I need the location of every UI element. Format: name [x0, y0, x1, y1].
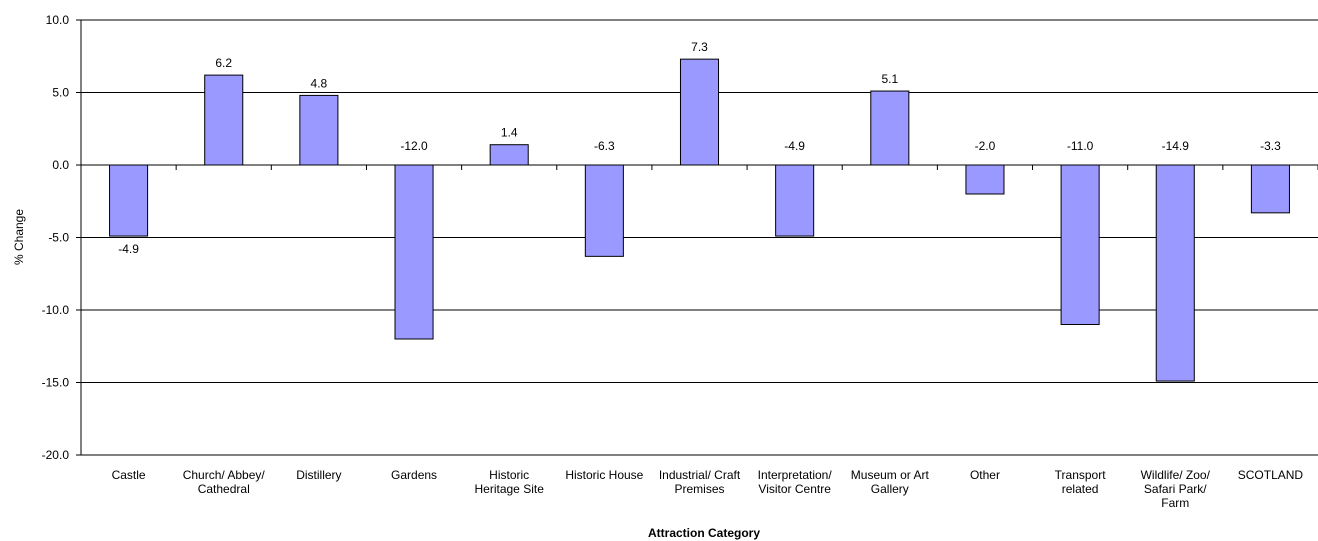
- category-label-line: Gallery: [871, 482, 909, 496]
- category-label: Historic Heritage Site: [475, 468, 545, 496]
- category-label-line: Church/ Abbey/: [183, 468, 266, 482]
- bar: [776, 165, 814, 236]
- x-category-labels: Castle Church/ Abbey/Cathedral Distillery G…: [112, 468, 1304, 510]
- category-label: Other: [970, 468, 1000, 482]
- bar: [300, 95, 338, 165]
- bar: [871, 91, 909, 165]
- category-label: Gardens: [391, 468, 437, 482]
- category-label-line: Farm: [1161, 496, 1189, 510]
- category-label: Church/ Abbey/Cathedral: [183, 468, 266, 496]
- y-tick-labels: 10.0 5.0 0.0 -5.0 -10.0 -15.0 -20.0: [42, 13, 70, 462]
- data-label: 7.3: [691, 40, 708, 54]
- category-label-line: Museum or Art: [851, 468, 930, 482]
- category-label: Museum or Art Gallery: [851, 468, 930, 496]
- category-label-line: Transport: [1055, 468, 1107, 482]
- category-label-line: Cathedral: [198, 482, 250, 496]
- category-label: Transport related: [1055, 468, 1107, 496]
- x-axis-title: Attraction Category: [648, 526, 760, 540]
- bar: [966, 165, 1004, 194]
- data-label: -6.3: [594, 139, 615, 153]
- category-label: Wildlife/ Zoo/Safari Park/Farm: [1141, 468, 1211, 510]
- category-label-line: SCOTLAND: [1238, 468, 1304, 482]
- category-label-line: Other: [970, 468, 1000, 482]
- bar: [490, 145, 528, 165]
- data-label: 6.2: [215, 56, 232, 70]
- category-label-line: Visitor Centre: [758, 482, 831, 496]
- category-label-line: Historic: [489, 468, 529, 482]
- category-label: Interpretation/Visitor Centre: [758, 468, 833, 496]
- category-label: Distillery: [296, 468, 341, 482]
- bar: [110, 165, 148, 236]
- y-tick-label: -15.0: [42, 376, 70, 390]
- bar: [1156, 165, 1194, 381]
- data-label: -4.9: [784, 139, 805, 153]
- category-label-line: Castle: [112, 468, 146, 482]
- bar: [585, 165, 623, 256]
- category-label: Industrial/ Craft Premises: [659, 468, 741, 496]
- bars: [110, 59, 1290, 381]
- data-label: -4.9: [118, 242, 139, 256]
- y-axis-title: % Change: [12, 209, 26, 265]
- category-label-line: Interpretation/: [758, 468, 833, 482]
- category-label: SCOTLAND: [1238, 468, 1304, 482]
- bar: [680, 59, 718, 165]
- y-tick-label: 5.0: [52, 86, 69, 100]
- category-label: Castle: [112, 468, 146, 482]
- bar: [205, 75, 243, 165]
- y-tick-label: 0.0: [52, 158, 69, 172]
- bar: [1251, 165, 1289, 213]
- data-label: -11.0: [1067, 139, 1094, 153]
- y-tick-label: -20.0: [42, 448, 70, 462]
- data-label: 4.8: [311, 76, 328, 90]
- category-label-line: Gardens: [391, 468, 437, 482]
- data-label: -12.0: [400, 139, 428, 153]
- y-tick-label: -10.0: [42, 303, 70, 317]
- category-label-line: Distillery: [296, 468, 341, 482]
- data-label: 5.1: [881, 72, 898, 86]
- bar: [395, 165, 433, 339]
- category-label-line: related: [1062, 482, 1099, 496]
- y-tick-label: -5.0: [48, 231, 69, 245]
- category-label-line: Industrial/ Craft: [659, 468, 741, 482]
- data-label: 1.4: [501, 126, 518, 140]
- data-label: -14.9: [1162, 139, 1190, 153]
- category-label-line: Heritage Site: [475, 482, 545, 496]
- data-label: -2.0: [975, 139, 996, 153]
- category-label-line: Wildlife/ Zoo/: [1141, 468, 1211, 482]
- category-label-line: Premises: [674, 482, 724, 496]
- category-label-line: Safari Park/: [1144, 482, 1207, 496]
- data-label: -3.3: [1260, 139, 1281, 153]
- category-label-line: Historic House: [565, 468, 643, 482]
- category-label: Historic House: [565, 468, 643, 482]
- bar: [1061, 165, 1099, 325]
- y-tick-label: 10.0: [46, 13, 70, 27]
